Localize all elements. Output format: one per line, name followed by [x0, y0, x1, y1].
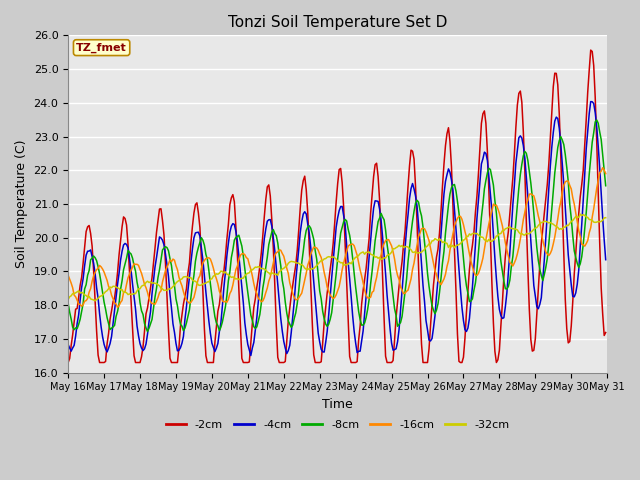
-8cm — [64, 300, 72, 306]
-32cm — [602, 215, 609, 221]
-8cm — [602, 183, 609, 189]
-8cm — [130, 263, 138, 268]
Line: -32cm: -32cm — [68, 214, 605, 301]
-32cm — [253, 264, 260, 270]
-32cm — [244, 270, 252, 276]
-4cm — [573, 281, 581, 287]
-4cm — [253, 315, 260, 321]
Title: Tonzi Soil Temperature Set D: Tonzi Soil Temperature Set D — [228, 15, 447, 30]
-4cm — [130, 293, 138, 299]
-16cm — [573, 219, 581, 225]
-16cm — [132, 262, 140, 267]
-2cm — [587, 47, 595, 53]
Legend: -2cm, -4cm, -8cm, -16cm, -32cm: -2cm, -4cm, -8cm, -16cm, -32cm — [161, 416, 514, 434]
-4cm — [602, 257, 609, 263]
-8cm — [244, 290, 252, 296]
Line: -2cm: -2cm — [68, 50, 605, 362]
Y-axis label: Soil Temperature (C): Soil Temperature (C) — [15, 140, 28, 268]
-8cm — [593, 117, 600, 123]
-32cm — [226, 273, 234, 279]
-2cm — [64, 360, 72, 365]
-32cm — [92, 298, 99, 304]
-2cm — [252, 296, 259, 302]
-8cm — [573, 260, 581, 266]
-16cm — [301, 277, 308, 283]
Text: TZ_fmet: TZ_fmet — [76, 43, 127, 53]
-16cm — [114, 304, 122, 310]
-16cm — [64, 272, 72, 278]
-4cm — [301, 209, 308, 215]
Line: -16cm: -16cm — [68, 168, 605, 307]
-8cm — [253, 324, 260, 330]
Line: -8cm: -8cm — [68, 120, 605, 332]
-8cm — [226, 269, 234, 275]
-16cm — [244, 256, 252, 262]
-16cm — [253, 290, 260, 296]
-4cm — [243, 332, 250, 337]
-4cm — [64, 342, 72, 348]
-16cm — [599, 165, 607, 170]
X-axis label: Time: Time — [323, 398, 353, 411]
-32cm — [64, 297, 72, 302]
-8cm — [301, 236, 308, 241]
-32cm — [573, 214, 581, 220]
-4cm — [225, 240, 232, 246]
-8cm — [143, 329, 151, 335]
-32cm — [301, 265, 308, 271]
-16cm — [226, 290, 234, 296]
Line: -4cm: -4cm — [68, 102, 605, 356]
-4cm — [247, 353, 255, 359]
-2cm — [300, 178, 307, 183]
-4cm — [587, 99, 595, 105]
-2cm — [602, 330, 609, 336]
-32cm — [132, 291, 140, 297]
-2cm — [572, 251, 580, 256]
-2cm — [225, 222, 232, 228]
-32cm — [577, 211, 584, 217]
-16cm — [602, 171, 609, 177]
-2cm — [130, 353, 138, 359]
-2cm — [243, 360, 250, 365]
